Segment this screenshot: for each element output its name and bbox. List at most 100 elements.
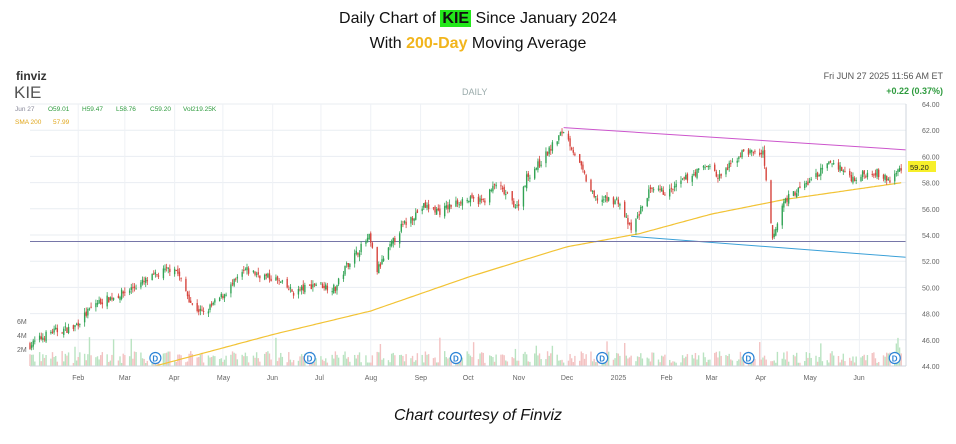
candle-body [832, 163, 835, 165]
candle-body [376, 247, 378, 273]
candle-body [569, 138, 571, 147]
dividend-marker [596, 351, 609, 365]
volume-bar [694, 352, 697, 366]
x-tick-label: Nov [513, 375, 526, 382]
candle-body [169, 268, 171, 273]
volume-bar [201, 352, 203, 366]
candle-body [763, 150, 766, 166]
candle-body [861, 171, 864, 178]
candle-body [680, 180, 682, 184]
volume-bar [56, 361, 59, 366]
volume-bar [805, 352, 808, 366]
volume-bar [538, 353, 541, 366]
ohlc-open: O59.01 [48, 106, 70, 113]
candle-body [186, 291, 189, 297]
volume-bar [797, 362, 800, 366]
candle-body [760, 152, 763, 154]
candle-body [87, 308, 89, 316]
candle-body [522, 186, 525, 207]
candle-body [815, 173, 817, 177]
x-tick-label: Jun [267, 375, 278, 382]
candle-body [400, 223, 402, 232]
volume-bar [165, 352, 168, 366]
volume-bar [792, 354, 795, 366]
candle-body [771, 225, 774, 239]
candle-body [693, 174, 695, 176]
volume-bar [550, 353, 552, 366]
volume-bar [548, 355, 550, 366]
candle-body [873, 174, 875, 176]
candle-body [313, 283, 316, 286]
volume-bar [392, 352, 394, 366]
volume-bar [202, 362, 205, 366]
last-price-label: 59.20 [910, 163, 929, 172]
volume-bar [389, 362, 391, 366]
candle-body [685, 175, 687, 180]
candle-body [447, 205, 449, 210]
candle-body [165, 267, 168, 269]
candle-body [887, 178, 890, 180]
candle-body [268, 273, 271, 280]
candle-body [321, 284, 324, 289]
volume-bar [837, 355, 840, 366]
sma-legend-label: SMA 200 [15, 119, 42, 126]
volume-bar [74, 346, 76, 366]
volume-bar [378, 352, 380, 366]
candle-body [300, 286, 303, 291]
volume-bar [132, 358, 134, 366]
volume-bar [185, 362, 187, 366]
volume-bar [108, 361, 110, 366]
dividend-label: D [453, 355, 459, 364]
candle-body [214, 299, 216, 303]
candle-body [421, 208, 423, 212]
candle-body [263, 274, 266, 280]
volume-bar [593, 358, 595, 366]
volume-bar [255, 352, 258, 366]
candle-body [427, 204, 430, 210]
title-prefix: Daily Chart of [339, 10, 441, 27]
volume-bar [652, 352, 655, 366]
candle-body [394, 237, 396, 242]
volume-bar [259, 361, 261, 366]
volume-bar [381, 359, 383, 366]
volume-bar [382, 358, 385, 366]
volume-bar [863, 354, 865, 366]
x-tick-label: Feb [72, 375, 84, 382]
volume-bar [236, 359, 239, 366]
volume-bar [55, 355, 57, 366]
candle-body [898, 167, 901, 172]
volume-bar [705, 362, 708, 366]
candle-body [281, 280, 284, 282]
candle-body [897, 169, 899, 173]
volume-bar [752, 359, 755, 366]
y-tick-label: 56.00 [922, 207, 940, 214]
x-tick-label: Feb [661, 375, 673, 382]
candle-body [469, 196, 472, 203]
volume-bar [355, 358, 357, 366]
candle-body [752, 152, 755, 154]
volume-bar [111, 354, 113, 366]
volume-bar [884, 356, 886, 366]
ohlc-low: L58.76 [116, 106, 136, 113]
volume-bar [297, 360, 300, 366]
candle-body [101, 302, 104, 305]
candle-body [900, 168, 902, 171]
volume-bar [345, 358, 348, 366]
candle-body [178, 271, 181, 277]
candle-body [545, 151, 547, 164]
volume-bar [850, 360, 853, 366]
candle-body [799, 186, 801, 189]
volume-bar [691, 354, 693, 366]
volume-bar [646, 357, 648, 366]
volume-bar [267, 351, 269, 366]
candle-body [370, 233, 372, 243]
candle-body [704, 167, 706, 169]
volume-bar [207, 355, 210, 366]
volume-bar [333, 358, 335, 366]
volume-bar [876, 362, 878, 366]
volume-bar [874, 358, 877, 366]
candle-body [517, 204, 520, 207]
volume-bar [529, 361, 531, 366]
candle-body [402, 223, 404, 225]
volume-bar [90, 355, 92, 366]
